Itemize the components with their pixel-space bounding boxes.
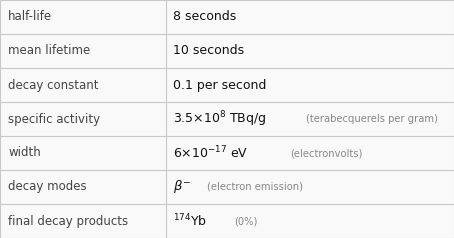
Text: $3.5{\times}10^{8}$ TBq/g: $3.5{\times}10^{8}$ TBq/g [173, 109, 266, 129]
Text: 8 seconds: 8 seconds [173, 10, 236, 24]
Text: (electronvolts): (electronvolts) [291, 148, 363, 158]
Text: final decay products: final decay products [8, 214, 128, 228]
Text: 10 seconds: 10 seconds [173, 45, 244, 58]
Text: specific activity: specific activity [8, 113, 100, 125]
Text: (electron emission): (electron emission) [207, 182, 302, 192]
Text: width: width [8, 147, 41, 159]
Text: mean lifetime: mean lifetime [8, 45, 90, 58]
Text: $^{174}$Yb: $^{174}$Yb [173, 213, 207, 229]
Text: $\beta^{-}$: $\beta^{-}$ [173, 178, 191, 195]
Text: decay constant: decay constant [8, 79, 99, 91]
Text: (0%): (0%) [234, 216, 257, 226]
Text: $6{\times}10^{-17}$ eV: $6{\times}10^{-17}$ eV [173, 145, 248, 161]
Text: 0.1 per second: 0.1 per second [173, 79, 266, 91]
Text: (terabecquerels per gram): (terabecquerels per gram) [306, 114, 438, 124]
Text: decay modes: decay modes [8, 180, 87, 193]
Text: half-life: half-life [8, 10, 52, 24]
